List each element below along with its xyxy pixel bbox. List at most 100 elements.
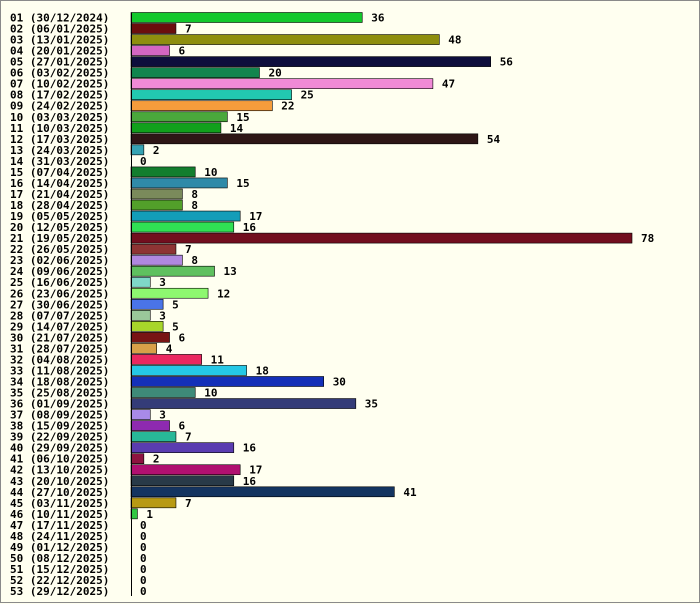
bars xyxy=(130,12,633,520)
category-label: 25 (16/06/2025) xyxy=(10,276,109,289)
value-label: 7 xyxy=(185,243,192,256)
bar xyxy=(130,133,479,145)
value-label: 0 xyxy=(140,541,147,554)
value-label: 10 xyxy=(204,387,217,400)
bar xyxy=(130,321,164,332)
category-label: 26 (23/06/2025) xyxy=(10,287,109,300)
category-label: 18 (28/04/2025) xyxy=(10,199,109,212)
category-labels: 01 (30/12/2024)02 (06/01/2025)03 (13/01/… xyxy=(10,12,109,599)
category-label: 13 (24/03/2025) xyxy=(10,144,109,157)
category-label: 28 (07/07/2025) xyxy=(10,309,109,322)
category-label: 41 (06/10/2025) xyxy=(10,453,109,466)
value-label: 25 xyxy=(301,89,314,102)
bar xyxy=(130,354,202,365)
value-label: 0 xyxy=(140,563,147,576)
value-labels: 3674865620472522151454201015881716787813… xyxy=(140,12,654,599)
bar xyxy=(130,310,151,321)
value-label: 15 xyxy=(236,111,249,124)
bar xyxy=(130,89,292,101)
bar xyxy=(130,387,196,398)
bar xyxy=(130,442,235,453)
value-label: 47 xyxy=(442,78,455,91)
value-label: 17 xyxy=(249,464,262,477)
category-label: 42 (13/10/2025) xyxy=(10,464,109,477)
value-label: 7 xyxy=(185,431,192,444)
bar xyxy=(130,409,151,420)
category-label: 32 (04/08/2025) xyxy=(10,353,109,366)
value-label: 78 xyxy=(641,232,654,245)
category-label: 29 (14/07/2025) xyxy=(10,320,109,333)
category-label: 45 (03/11/2025) xyxy=(10,497,109,510)
category-label: 31 (28/07/2025) xyxy=(10,342,109,355)
category-label: 04 (20/01/2025) xyxy=(10,45,109,58)
value-label: 2 xyxy=(153,453,160,466)
category-label: 36 (01/09/2025) xyxy=(10,398,109,411)
bar xyxy=(130,23,177,34)
category-label: 14 (31/03/2025) xyxy=(10,155,109,168)
bar xyxy=(130,486,395,498)
bar xyxy=(130,34,440,45)
category-label: 22 (26/05/2025) xyxy=(10,243,109,256)
value-label: 54 xyxy=(487,133,501,146)
category-label: 08 (17/02/2025) xyxy=(10,89,109,102)
value-label: 11 xyxy=(211,353,225,366)
bar xyxy=(130,332,170,343)
category-label: 52 (22/12/2025) xyxy=(10,574,109,587)
category-label: 21 (19/05/2025) xyxy=(10,232,109,245)
value-label: 56 xyxy=(500,56,514,69)
value-label: 8 xyxy=(191,188,198,201)
category-label: 16 (14/04/2025) xyxy=(10,177,109,190)
category-label: 50 (08/12/2025) xyxy=(10,552,109,565)
category-label: 39 (22/09/2025) xyxy=(10,431,109,444)
value-label: 8 xyxy=(191,199,198,212)
category-label: 12 (17/03/2025) xyxy=(10,133,109,146)
value-label: 36 xyxy=(371,12,385,25)
category-label: 11 (10/03/2025) xyxy=(10,122,109,135)
bar xyxy=(130,398,357,409)
value-label: 2 xyxy=(153,144,160,157)
bar xyxy=(130,265,215,277)
category-label: 33 (11/08/2025) xyxy=(10,364,109,377)
category-label: 17 (21/04/2025) xyxy=(10,188,109,201)
category-label: 46 (10/11/2025) xyxy=(10,508,109,521)
value-label: 12 xyxy=(217,287,230,300)
value-label: 6 xyxy=(179,331,186,344)
bar xyxy=(130,210,241,222)
category-label: 24 (09/06/2025) xyxy=(10,265,109,278)
bar xyxy=(130,464,241,476)
category-label: 53 (29/12/2025) xyxy=(10,585,109,598)
category-label: 49 (01/12/2025) xyxy=(10,541,109,554)
value-label: 16 xyxy=(243,475,257,488)
category-label: 38 (15/09/2025) xyxy=(10,420,109,433)
value-label: 14 xyxy=(230,122,244,135)
bar xyxy=(130,232,633,244)
category-label: 27 (30/06/2025) xyxy=(10,298,109,311)
category-label: 01 (30/12/2024) xyxy=(10,12,109,25)
bar xyxy=(130,453,145,465)
category-label: 40 (29/09/2025) xyxy=(10,442,109,455)
bar xyxy=(130,298,164,310)
category-label: 35 (25/08/2025) xyxy=(10,387,109,400)
value-label: 35 xyxy=(365,398,378,411)
value-label: 4 xyxy=(166,342,173,355)
category-label: 34 (18/08/2025) xyxy=(10,375,109,388)
bar xyxy=(130,420,170,431)
value-label: 1 xyxy=(146,508,153,521)
value-label: 17 xyxy=(249,210,262,223)
value-label: 0 xyxy=(140,530,147,543)
bar xyxy=(130,243,177,255)
value-label: 3 xyxy=(159,309,166,322)
bar xyxy=(130,111,228,123)
category-label: 09 (24/02/2025) xyxy=(10,100,109,113)
bar xyxy=(130,12,363,23)
value-label: 18 xyxy=(256,364,269,377)
bar xyxy=(130,122,222,134)
value-label: 16 xyxy=(243,221,257,234)
value-label: 10 xyxy=(204,166,217,179)
category-label: 23 (02/06/2025) xyxy=(10,254,109,267)
category-label: 51 (15/12/2025) xyxy=(10,563,109,576)
value-label: 7 xyxy=(185,23,192,36)
value-label: 6 xyxy=(179,45,186,58)
